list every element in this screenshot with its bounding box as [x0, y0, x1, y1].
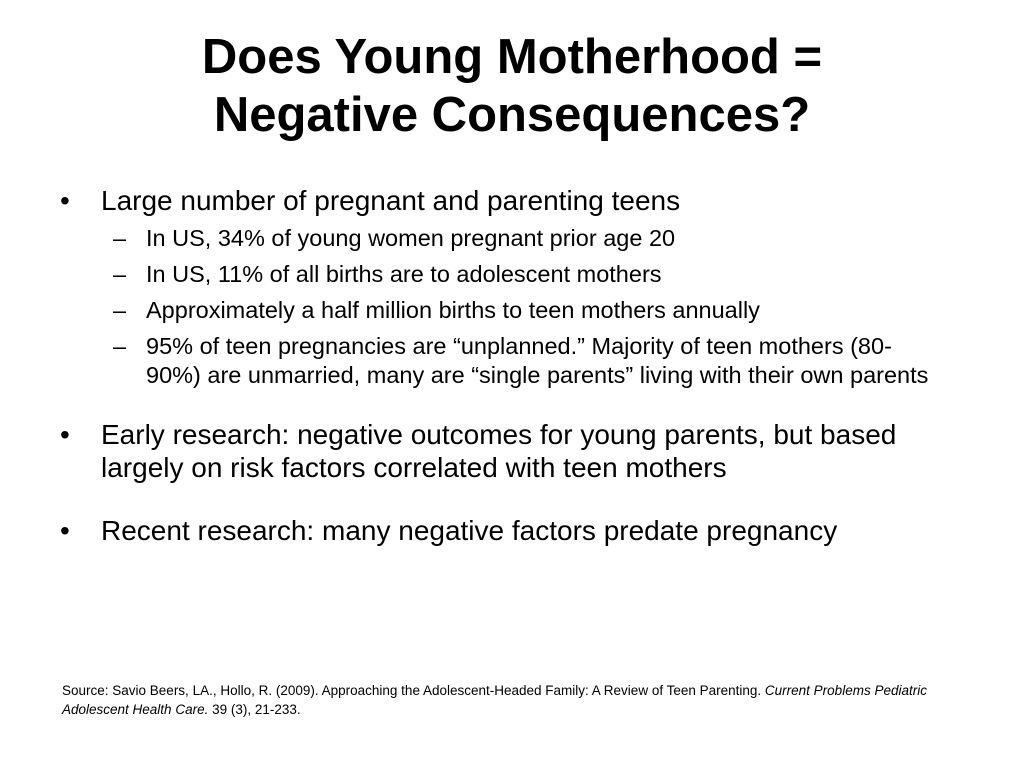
sub-bullet-item: – 95% of teen pregnancies are “unplanned…	[0, 332, 1024, 390]
bullet-text: Large number of pregnant and parenting t…	[101, 185, 681, 216]
dash-icon: –	[113, 297, 127, 323]
slide-title-line-1: Does Young Motherhood =	[201, 30, 823, 84]
bullet-item: • Recent research: many negative factors…	[0, 514, 1024, 547]
source-citation: Source: Savio Beers, LA., Hollo, R. (200…	[62, 681, 962, 719]
bullet-item: • Early research: negative outcomes for …	[0, 418, 1024, 484]
bullet-text: Recent research: many negative factors p…	[101, 515, 838, 546]
sub-bullet-text: In US, 34% of young women pregnant prior…	[146, 225, 676, 251]
bullet-icon: •	[60, 515, 70, 546]
dash-icon: –	[113, 225, 127, 251]
sub-bullet-text: Approximately a half million births to t…	[146, 297, 760, 323]
bullet-icon: •	[60, 419, 70, 450]
bullet-text: Early research: negative outcomes for yo…	[101, 419, 897, 483]
source-volume-pages: 39 (3), 21-233.	[208, 702, 301, 717]
bullet-item: • Large number of pregnant and parenting…	[0, 184, 1024, 217]
source-citation-text: Source: Savio Beers, LA., Hollo, R. (200…	[62, 683, 765, 698]
sub-bullet-text: In US, 11% of all births are to adolesce…	[146, 261, 662, 287]
sub-bullet-item: – In US, 11% of all births are to adoles…	[0, 260, 1024, 289]
slide-title: Does Young Motherhood = Negative Consequ…	[60, 28, 964, 144]
slide-title-line-2: Negative Consequences?	[213, 88, 811, 142]
slide-body: • Large number of pregnant and parenting…	[0, 178, 1024, 547]
sub-bullet-item: – Approximately a half million births to…	[0, 296, 1024, 325]
bullet-icon: •	[60, 185, 70, 216]
dash-icon: –	[113, 333, 127, 359]
source-journal-title: Current Problems Pediatric Adolescent He…	[62, 683, 927, 717]
sub-bullet-text: 95% of teen pregnancies are “unplanned.”…	[146, 333, 929, 388]
sub-bullet-item: – In US, 34% of young women pregnant pri…	[0, 224, 1024, 253]
dash-icon: –	[113, 261, 127, 287]
